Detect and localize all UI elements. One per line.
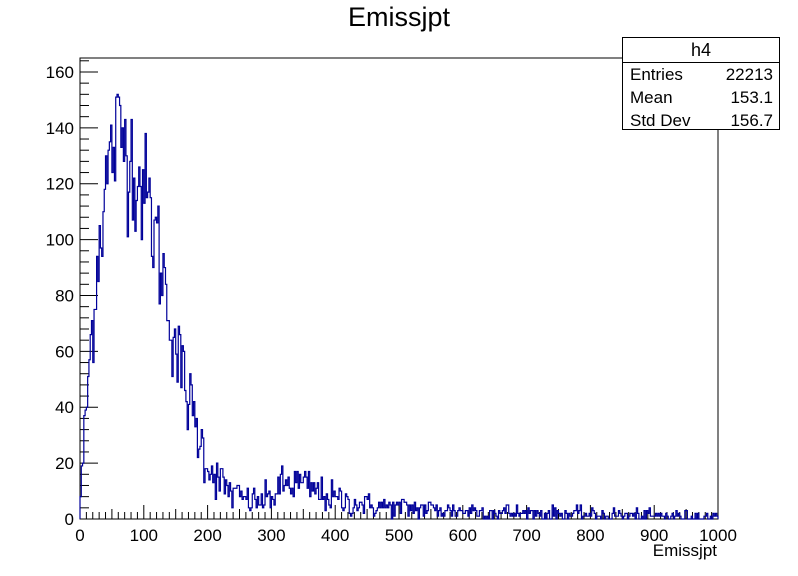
x-tick-label: 0 [75, 526, 84, 545]
x-tick-label: 900 [640, 526, 668, 545]
x-tick-label: 400 [321, 526, 349, 545]
stats-row-stddev: Std Dev 156.7 [623, 109, 779, 132]
x-tick-label: 200 [193, 526, 221, 545]
y-tick-label: 120 [46, 175, 74, 194]
y-tick-label: 40 [55, 398, 74, 417]
stats-box-name: h4 [623, 38, 779, 63]
y-tick-label: 140 [46, 119, 74, 138]
x-tick-label: 800 [576, 526, 604, 545]
x-tick-label: 100 [130, 526, 158, 545]
stats-value-mean: 153.1 [730, 88, 773, 107]
y-tick-label: 20 [55, 454, 74, 473]
y-tick-label: 160 [46, 63, 74, 82]
x-axis: 0 100 200 300 400 500 600 700 800 900 1000 [75, 505, 737, 545]
stats-label-entries: Entries [630, 65, 683, 84]
y-axis: 0 20 40 60 80 100 120 140 160 [46, 60, 98, 529]
y-tick-label: 60 [55, 342, 74, 361]
stats-label-mean: Mean [630, 88, 673, 107]
y-tick-label: 80 [55, 286, 74, 305]
histogram-series [79, 93, 719, 520]
x-axis-title: Emissjpt [653, 541, 718, 560]
x-tick-label: 500 [385, 526, 413, 545]
x-tick-label: 600 [449, 526, 477, 545]
stats-box: h4 Entries 22213 Mean 153.1 Std Dev 156.… [622, 37, 780, 130]
x-tick-label: 300 [257, 526, 285, 545]
chart-title: Emissjpt [347, 2, 450, 32]
x-tick-label: 700 [512, 526, 540, 545]
stats-row-entries: Entries 22213 [623, 63, 779, 86]
x-tick-label: 1000 [699, 526, 737, 545]
stats-row-mean: Mean 153.1 [623, 86, 779, 109]
stats-value-entries: 22213 [725, 65, 773, 84]
stats-value-stddev: 156.7 [730, 111, 773, 130]
stats-label-stddev: Std Dev [630, 111, 691, 130]
y-tick-label: 0 [65, 510, 74, 529]
y-tick-label: 100 [46, 231, 74, 250]
